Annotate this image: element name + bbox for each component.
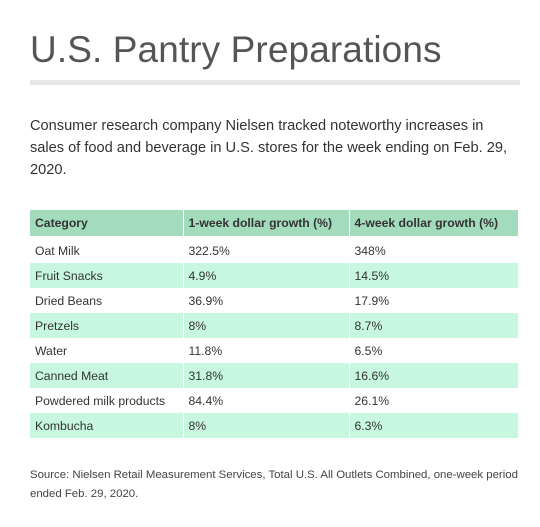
- category-cell: Dried Beans: [30, 288, 183, 313]
- table-row: Canned Meat 31.8% 16.6%: [30, 363, 518, 388]
- four-week-growth-cell: 348%: [348, 237, 518, 263]
- table-body: Oat Milk 322.5% 348% Fruit Snacks 4.9% 14.5% D…: [30, 237, 518, 438]
- four-week-growth-cell: 6.3%: [348, 413, 518, 438]
- table-row: Kombucha 8% 6.3%: [30, 413, 518, 438]
- one-week-growth-cell: 8%: [182, 413, 349, 438]
- title-divider: [30, 80, 520, 85]
- category-cell: Powdered milk products: [30, 388, 183, 413]
- one-week-growth-cell: 8%: [182, 313, 349, 338]
- table-row: Oat Milk 322.5% 348%: [30, 237, 518, 263]
- one-week-growth-cell: 31.8%: [182, 363, 349, 388]
- one-week-growth-cell: 322.5%: [182, 237, 349, 263]
- one-week-growth-cell: 36.9%: [182, 288, 349, 313]
- table-header-row: Category 1-week dollar growth (%) 4-week…: [30, 210, 518, 238]
- table-row: Water 11.8% 6.5%: [30, 338, 518, 363]
- four-week-growth-cell: 8.7%: [348, 313, 518, 338]
- source-note: Source: Nielsen Retail Measurement Servi…: [30, 469, 518, 500]
- column-header-1-week-growth[interactable]: 1-week dollar growth (%): [182, 210, 349, 238]
- table-row: Fruit Snacks 4.9% 14.5%: [30, 263, 518, 288]
- category-cell: Fruit Snacks: [30, 263, 183, 288]
- column-header-category[interactable]: Category: [30, 210, 183, 238]
- four-week-growth-cell: 26.1%: [348, 388, 518, 413]
- four-week-growth-cell: 14.5%: [348, 263, 518, 288]
- table-row: Pretzels 8% 8.7%: [30, 313, 518, 338]
- four-week-growth-cell: 16.6%: [348, 363, 518, 388]
- one-week-growth-cell: 84.4%: [182, 388, 349, 413]
- category-cell: Kombucha: [30, 413, 183, 438]
- one-week-growth-cell: 4.9%: [182, 263, 349, 288]
- chart-title: U.S. Pantry Preparations: [30, 29, 442, 70]
- column-header-4-week-growth[interactable]: 4-week dollar growth (%): [348, 210, 518, 238]
- category-cell: Oat Milk: [30, 237, 183, 263]
- data-table: Category 1-week dollar growth (%) 4-week…: [30, 210, 518, 438]
- category-cell: Water: [30, 338, 183, 363]
- table-row: Powdered milk products 84.4% 26.1%: [30, 388, 518, 413]
- category-cell: Pretzels: [30, 313, 183, 338]
- one-week-growth-cell: 11.8%: [182, 338, 349, 363]
- table-row: Dried Beans 36.9% 17.9%: [30, 288, 518, 313]
- chart-subtitle: Consumer research company Nielsen tracke…: [30, 118, 508, 178]
- four-week-growth-cell: 6.5%: [348, 338, 518, 363]
- category-cell: Canned Meat: [30, 363, 183, 388]
- four-week-growth-cell: 17.9%: [348, 288, 518, 313]
